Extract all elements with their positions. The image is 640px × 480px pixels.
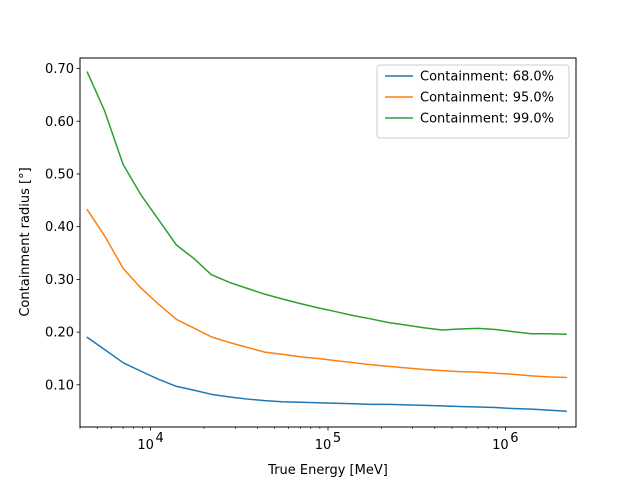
y-tick-label: 0.40 [45,220,74,235]
series-line-2 [86,208,567,379]
x-axis-label: True Energy [MeV] [267,463,388,478]
x-tick-exponent: 5 [333,431,341,446]
series-layer [86,71,567,412]
series-line-3 [86,71,567,335]
y-tick-label: 0.50 [45,167,74,182]
legend: Containment: 68.0% Containment: 95.0% Cont… [376,64,570,139]
x-tick-label: 10 [492,438,509,453]
y-axis-label: Containment radius [°] [18,167,33,316]
legend-label: Containment: 99.0% [420,112,554,127]
y-tick-label: 0.20 [45,326,74,341]
x-tick-label: 10 [137,438,154,453]
legend-label: Containment: 68.0% [420,70,554,85]
y-tick-label: 0.30 [45,273,74,288]
legend-label: Containment: 95.0% [420,91,554,106]
x-tick-label: 10 [315,438,332,453]
y-tick-label: 0.70 [45,62,74,77]
plot-frame [79,57,577,428]
series-line-1 [86,336,567,412]
x-tick-exponent: 4 [155,431,163,446]
y-tick-label: 0.10 [45,378,74,393]
x-tick-exponent: 6 [510,431,518,446]
y-tick-label: 0.60 [45,115,74,130]
legend-box [376,64,570,139]
